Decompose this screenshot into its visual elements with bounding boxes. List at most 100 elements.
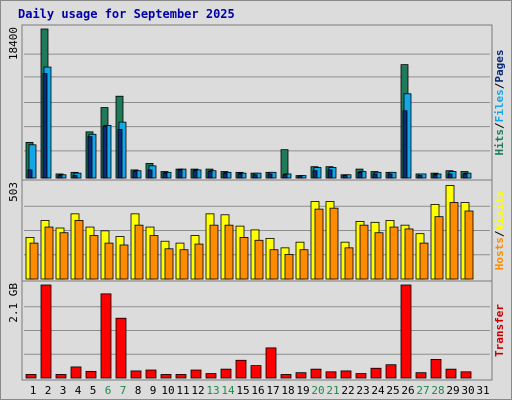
bar-pages-day-17 xyxy=(267,173,273,179)
bar-pages-day-11 xyxy=(177,169,183,179)
x-tick-label-day-22: 22 xyxy=(341,384,354,397)
bar-hosts-day-12 xyxy=(194,243,204,280)
bar-transfer-day-20 xyxy=(310,368,322,379)
bar-pages-day-1 xyxy=(27,169,33,179)
bar-hosts-day-2 xyxy=(44,226,54,280)
bar-transfer-day-5 xyxy=(85,370,97,379)
y-tick-label: 503 xyxy=(7,182,20,202)
bar-hosts-day-16 xyxy=(254,239,264,280)
x-tick-label-day-15: 15 xyxy=(236,384,249,397)
x-tick-label-day-14: 14 xyxy=(221,384,235,397)
x-tick-label-day-2: 2 xyxy=(45,384,52,397)
bar-transfer-day-23 xyxy=(355,373,367,379)
bar-pages-day-23 xyxy=(357,171,363,179)
x-tick-label-day-5: 5 xyxy=(90,384,97,397)
x-tick-label-day-20: 20 xyxy=(311,384,324,397)
bar-transfer-day-22 xyxy=(340,370,352,379)
bar-transfer-day-10 xyxy=(160,374,172,379)
bar-transfer-day-12 xyxy=(190,369,202,379)
bar-pages-day-28 xyxy=(432,174,438,179)
bar-transfer-day-1 xyxy=(25,374,37,379)
bar-transfer-day-2 xyxy=(40,284,52,379)
bar-transfer-day-29 xyxy=(445,368,457,379)
x-tick-label-day-8: 8 xyxy=(135,384,142,397)
x-tick-label-day-24: 24 xyxy=(371,384,385,397)
x-tick-label-day-9: 9 xyxy=(150,384,157,397)
bar-hosts-day-9 xyxy=(149,235,159,280)
y-axis-label-part: Hosts xyxy=(493,237,506,270)
bar-transfer-day-9 xyxy=(145,369,157,379)
x-tick-label-day-17: 17 xyxy=(266,384,279,397)
bar-files-day-1 xyxy=(28,144,37,179)
bar-hosts-day-15 xyxy=(239,237,249,280)
bar-pages-day-18 xyxy=(282,174,288,179)
bar-pages-day-2 xyxy=(42,73,48,179)
bar-pages-day-20 xyxy=(312,170,318,179)
y-axis-label: Hosts/Visits xyxy=(493,191,506,271)
bar-pages-day-27 xyxy=(417,175,423,179)
y-axis-label-part: Transfer xyxy=(493,304,506,357)
bar-pages-day-9 xyxy=(147,169,153,179)
bar-hosts-day-7 xyxy=(119,244,129,280)
bar-hosts-day-27 xyxy=(419,242,429,280)
bar-transfer-day-27 xyxy=(415,372,427,379)
bar-hosts-day-8 xyxy=(134,224,144,280)
bar-hosts-day-29 xyxy=(449,202,459,280)
bar-transfer-day-13 xyxy=(205,373,217,379)
bar-transfer-day-28 xyxy=(430,358,442,379)
bar-pages-day-15 xyxy=(237,173,243,179)
x-tick-label-day-13: 13 xyxy=(206,384,219,397)
x-tick-label-day-18: 18 xyxy=(281,384,294,397)
bar-pages-day-10 xyxy=(162,172,168,179)
bar-hosts-day-6 xyxy=(104,242,114,280)
bar-pages-day-8 xyxy=(132,171,138,179)
bar-transfer-day-6 xyxy=(100,293,112,379)
bar-transfer-day-24 xyxy=(370,367,382,379)
x-tick-label-day-4: 4 xyxy=(75,384,82,397)
x-tick-label-day-6: 6 xyxy=(105,384,112,397)
bar-hosts-day-13 xyxy=(209,224,219,280)
x-tick-label-day-31: 31 xyxy=(476,384,489,397)
bar-hosts-day-19 xyxy=(299,249,309,280)
y-axis-label: Hits/Files/Pages xyxy=(493,50,506,156)
bar-transfer-day-8 xyxy=(130,370,142,379)
bar-hosts-day-1 xyxy=(29,242,39,280)
bar-pages-day-26 xyxy=(402,110,408,179)
chart-title: Daily usage for September 2025 xyxy=(18,7,235,21)
bar-pages-day-6 xyxy=(102,125,108,179)
bar-pages-day-12 xyxy=(192,170,198,179)
bar-pages-day-4 xyxy=(72,175,78,179)
bar-transfer-day-11 xyxy=(175,374,187,379)
bar-pages-day-19 xyxy=(297,175,303,179)
bar-hosts-day-21 xyxy=(329,207,339,280)
bar-pages-day-30 xyxy=(462,173,468,179)
bar-pages-day-14 xyxy=(222,172,228,179)
bar-transfer-day-21 xyxy=(325,371,337,379)
bar-transfer-day-18 xyxy=(280,374,292,379)
y-tick-label: 18400 xyxy=(7,27,20,60)
x-tick-label-day-10: 10 xyxy=(161,384,174,397)
bar-transfer-day-3 xyxy=(55,374,67,379)
bar-pages-day-5 xyxy=(87,136,93,179)
bar-transfer-day-15 xyxy=(235,359,247,379)
bar-pages-day-7 xyxy=(117,129,123,179)
x-tick-label-day-25: 25 xyxy=(386,384,399,397)
bar-transfer-day-14 xyxy=(220,368,232,379)
bar-pages-day-3 xyxy=(57,175,63,179)
y-axis-label-part: / xyxy=(493,230,506,237)
bar-pages-day-16 xyxy=(252,174,258,179)
bar-hosts-day-26 xyxy=(404,228,414,280)
x-tick-label-day-29: 29 xyxy=(446,384,459,397)
bar-pages-day-25 xyxy=(387,173,393,179)
x-tick-label-day-30: 30 xyxy=(461,384,474,397)
y-axis-label-part: Hits xyxy=(493,129,506,156)
bar-pages-day-13 xyxy=(207,171,213,179)
x-tick-label-day-11: 11 xyxy=(176,384,189,397)
bar-hosts-day-20 xyxy=(314,208,324,280)
bar-transfer-day-19 xyxy=(295,372,307,379)
x-tick-label-day-21: 21 xyxy=(326,384,339,397)
bar-hosts-day-3 xyxy=(59,232,69,280)
x-tick-label-day-12: 12 xyxy=(191,384,204,397)
x-tick-label-day-7: 7 xyxy=(120,384,127,397)
x-tick-label-day-3: 3 xyxy=(60,384,67,397)
